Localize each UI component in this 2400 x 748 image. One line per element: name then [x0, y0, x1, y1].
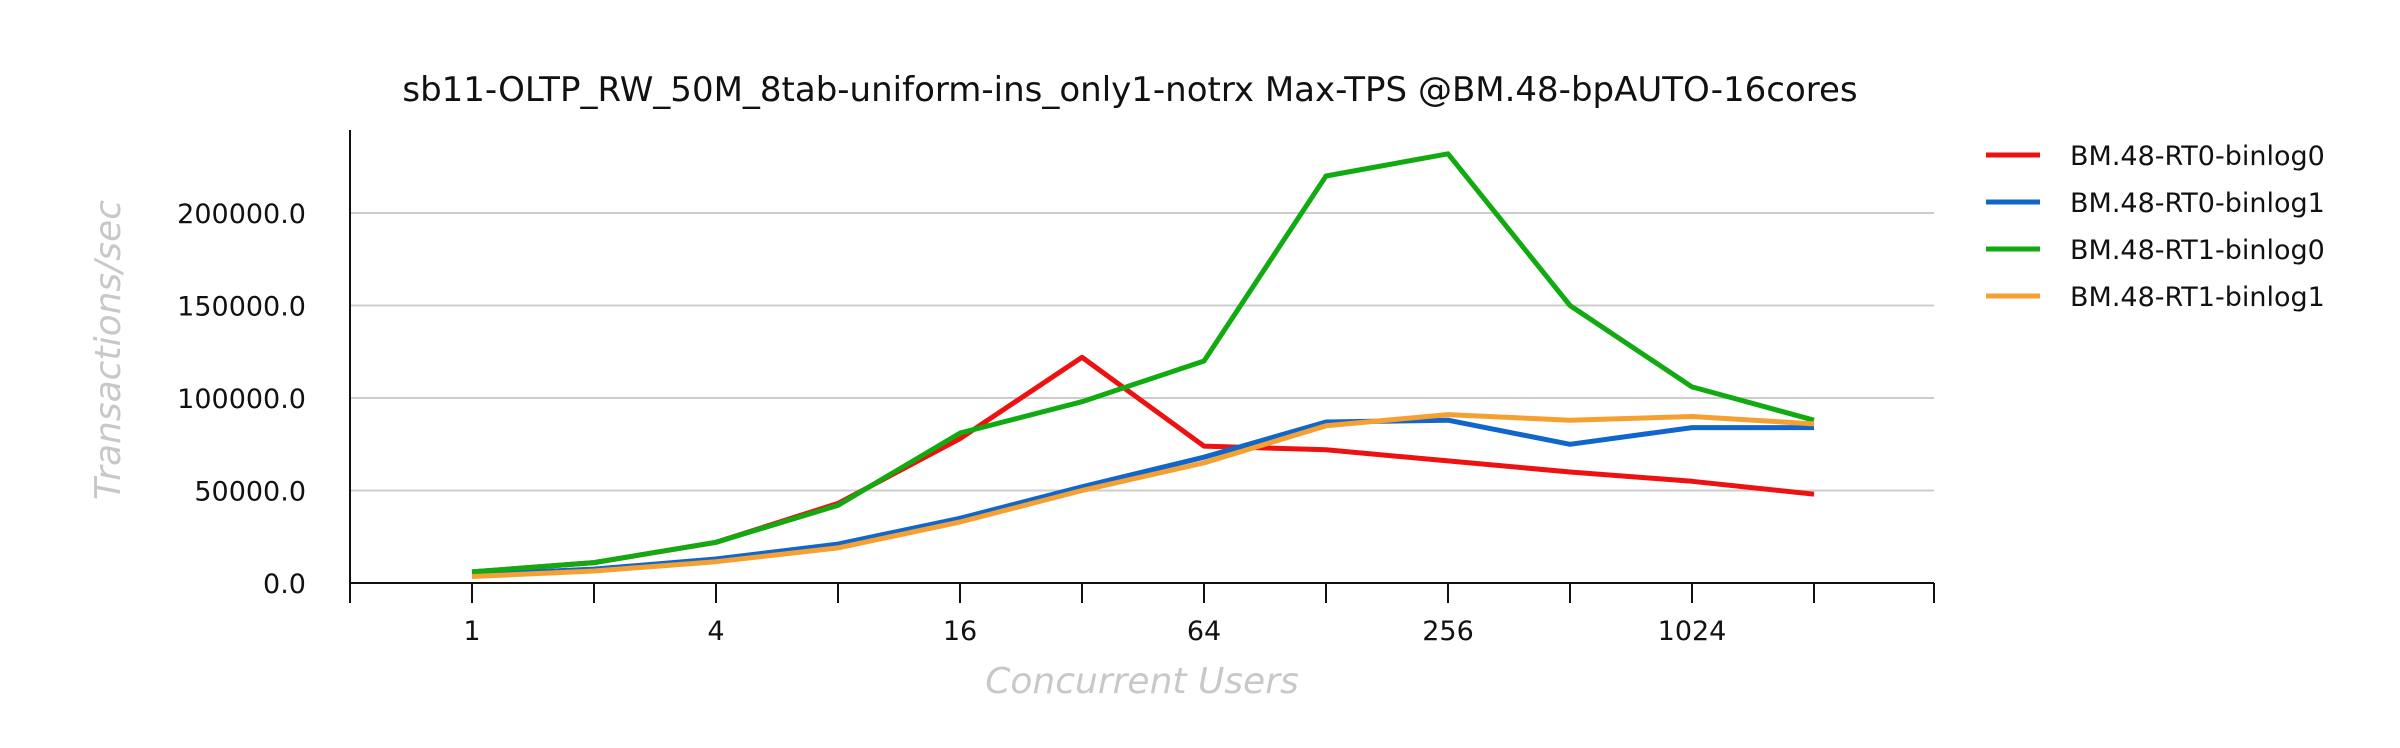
- y-tick-label: 200000.0: [177, 199, 306, 230]
- series-line-3: [471, 151, 1815, 575]
- y-axis-label: Transactions/sec: [88, 200, 129, 500]
- x-tick-label: 1024: [1658, 616, 1727, 647]
- x-tick-label: 16: [943, 616, 977, 647]
- series-layer: [471, 151, 1815, 579]
- legend-label: BM.48-RT1-binlog1: [2070, 282, 2325, 313]
- chart-title: sb11-OLTP_RW_50M_8tab-uniform-ins_only1-…: [402, 70, 1857, 110]
- x-ticks: 1 4 16 64 256 1024: [349, 583, 1935, 647]
- x-tick-label: 64: [1187, 616, 1221, 647]
- y-tick-label: 150000.0: [177, 292, 306, 323]
- series-line-1: [471, 354, 1815, 575]
- legend: BM.48-RT0-binlog0 BM.48-RT0-binlog1 BM.48-…: [1986, 141, 2325, 313]
- y-ticks: 0.0 50000.0 100000.0 150000.0 200000.0: [177, 199, 306, 600]
- legend-label: BM.48-RT0-binlog0: [2070, 141, 2325, 172]
- x-tick-label: 256: [1422, 616, 1474, 647]
- grid-lines: [350, 212, 1934, 492]
- x-tick-label: 4: [707, 616, 724, 647]
- y-tick-label: 50000.0: [194, 477, 306, 508]
- legend-label: BM.48-RT0-binlog1: [2070, 188, 2325, 219]
- legend-label: BM.48-RT1-binlog0: [2070, 235, 2325, 266]
- series-line-2: [471, 417, 1814, 578]
- series-line-4: [471, 412, 1815, 579]
- y-tick-label: 0.0: [263, 569, 306, 600]
- x-tick-label: 1: [463, 616, 480, 647]
- x-axis-label: Concurrent Users: [985, 661, 1299, 702]
- y-tick-label: 100000.0: [177, 384, 306, 415]
